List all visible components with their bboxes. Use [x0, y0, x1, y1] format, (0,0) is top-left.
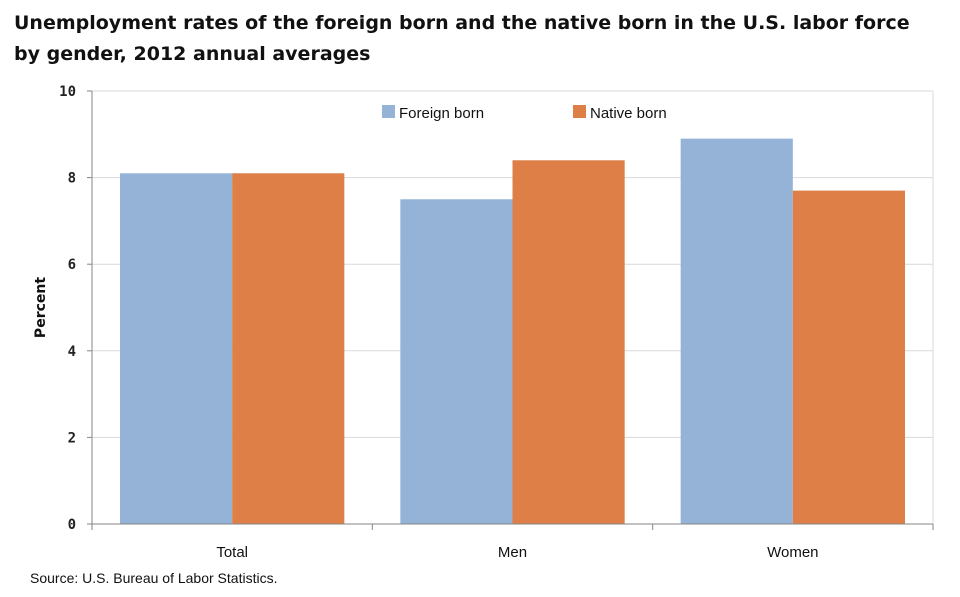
y-tick-label: 0 — [68, 517, 76, 533]
bar-native-born-women — [792, 190, 905, 524]
axes: 0 2 4 6 8 10 Total Men Women Percent — [33, 84, 934, 561]
bars — [120, 138, 905, 524]
legend-swatch-foreign-born — [382, 105, 395, 118]
chart-title: Unemployment rates of the foreign born a… — [14, 8, 944, 70]
legend: Foreign born Native born — [382, 105, 667, 122]
legend-label-foreign-born: Foreign born — [399, 105, 484, 122]
bar-native-born-total — [232, 173, 345, 524]
y-axis-label: Percent — [33, 277, 49, 338]
bar-foreign-born-men — [400, 199, 513, 524]
bar-foreign-born-women — [680, 138, 793, 524]
x-tick-label: Women — [767, 544, 818, 561]
y-tick-label: 2 — [68, 430, 76, 446]
legend-label-native-born: Native born — [590, 105, 667, 122]
y-tick-label: 4 — [68, 344, 76, 360]
y-tick-label: 8 — [68, 171, 76, 187]
legend-swatch-native-born — [573, 105, 586, 118]
chart-title-line-1: Unemployment rates of the foreign born a… — [14, 12, 910, 34]
chart-title-line-2: by gender, 2012 annual averages — [14, 43, 371, 65]
source-note: Source: U.S. Bureau of Labor Statistics. — [30, 570, 278, 586]
x-tick-label: Total — [216, 544, 248, 561]
y-tick-label: 10 — [59, 84, 76, 100]
bar-native-born-men — [512, 160, 625, 524]
y-tick-label: 6 — [68, 257, 76, 273]
bar-foreign-born-total — [120, 173, 233, 524]
x-tick-label: Men — [498, 544, 527, 561]
